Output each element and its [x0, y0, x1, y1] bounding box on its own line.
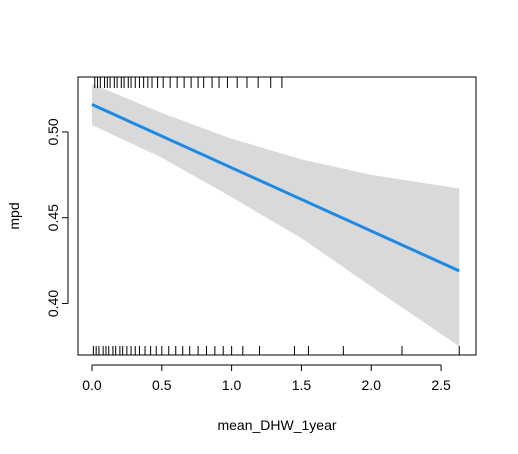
fit-line-layer: [91, 103, 460, 273]
x-axis-title: mean_DHW_1year: [217, 417, 336, 433]
x-tick-label: 1.5: [292, 377, 312, 393]
y-tick-label: 0.50: [45, 118, 61, 145]
fit-line-0: [91, 103, 460, 273]
confidence-band-layer: [91, 83, 460, 347]
x-tick-label: 0.5: [152, 377, 172, 393]
y-tick-label: 0.45: [45, 204, 61, 231]
x-tick-label: 1.0: [222, 377, 242, 393]
x-tick-label: 2.0: [362, 377, 382, 393]
plot-frame: [77, 76, 477, 356]
rug-bottom-layer: [92, 346, 460, 355]
confidence-band: [91, 83, 460, 347]
x-tick-label: 0.0: [82, 377, 102, 393]
x-axis: 0.0 0.5 1.0 1.5 2.0 2.5: [82, 364, 451, 393]
y-tick-label: 0.40: [45, 290, 61, 317]
y-axis-title: mpd: [6, 202, 22, 229]
rug-top-layer: [94, 77, 283, 88]
x-tick-label: 2.5: [431, 377, 451, 393]
y-axis: 0.40 0.45 0.50: [45, 118, 69, 317]
